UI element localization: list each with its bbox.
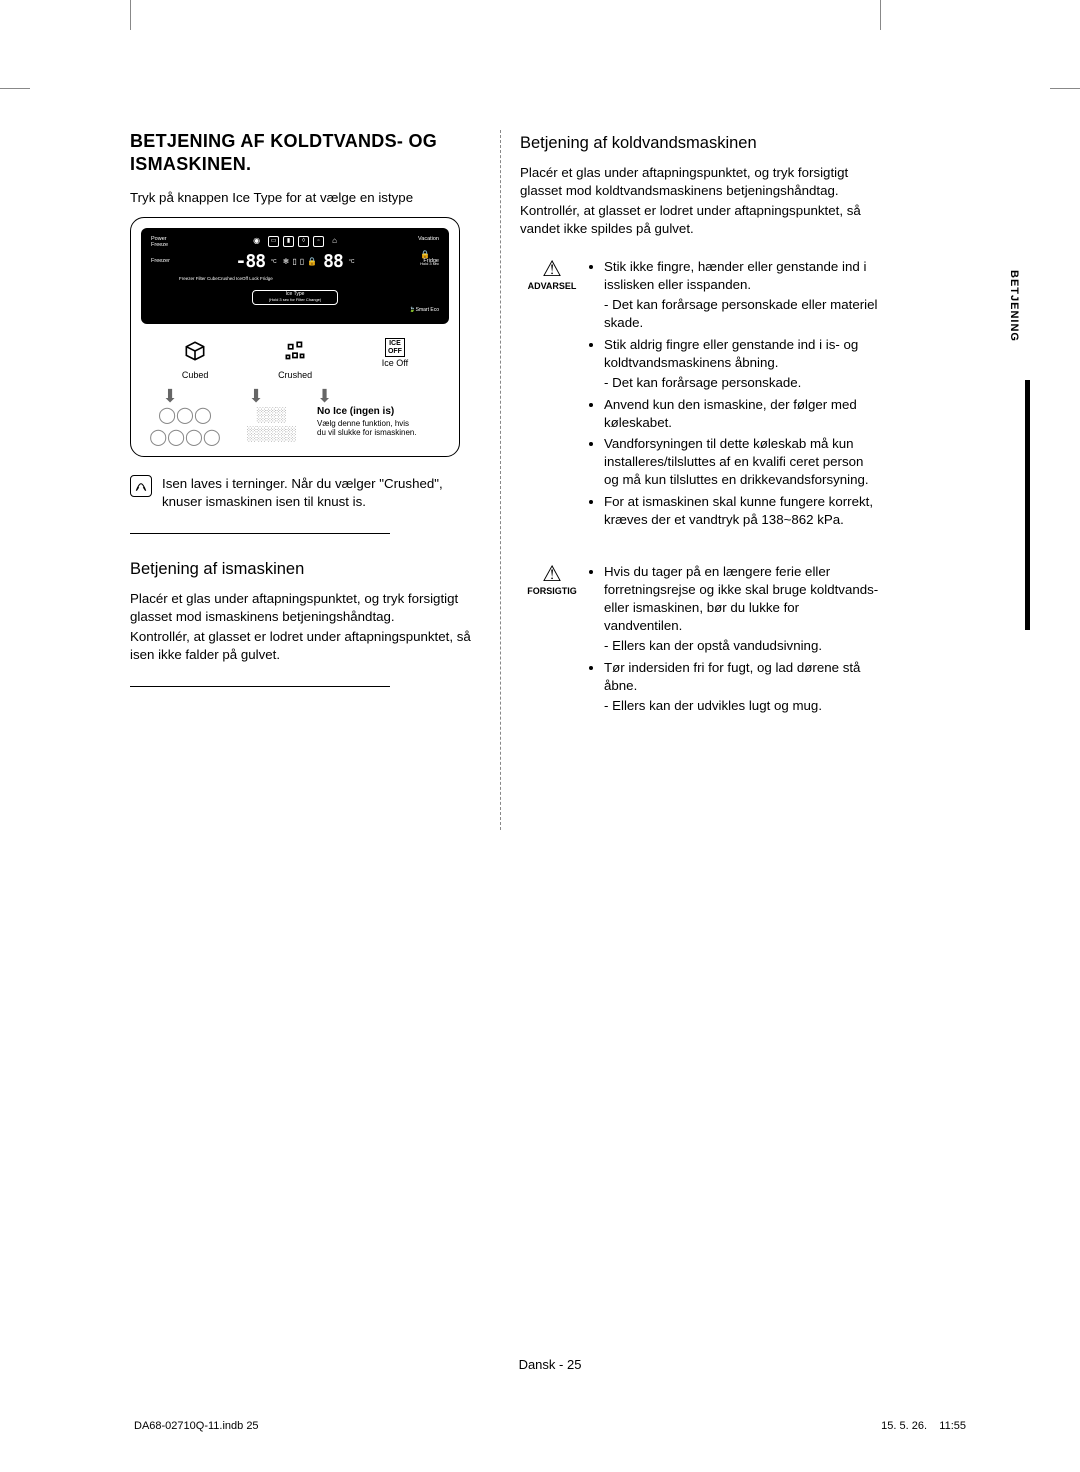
- cubed-icon: [182, 338, 209, 369]
- arrow-down-icon: ⬇: [145, 387, 195, 405]
- no-ice-box: ⬇ No Ice (ingen is) Vælg denne funktion,…: [317, 387, 445, 437]
- caution-icon: ⚠: [520, 563, 584, 585]
- drop-icon: ◊: [298, 236, 309, 247]
- warning-label: ADVARSEL: [520, 280, 584, 292]
- crushed-pile-icon: ░░░░░░░░: [231, 405, 311, 443]
- section-divider: [130, 686, 390, 687]
- water-paragraph-2: Kontrollér, at glasset er lodret under a…: [520, 202, 880, 238]
- arrow-down-icon: ⬇: [231, 387, 281, 405]
- vacation-label: Vacation: [418, 236, 439, 243]
- section-divider: [130, 533, 390, 534]
- freezer-label: Freezer: [151, 258, 170, 265]
- power-freeze-label: Power Freeze: [151, 236, 168, 248]
- page-content: BETJENING AF KOLDTVANDS- OG ISMASKINEN. …: [130, 130, 970, 1352]
- caution-block: ⚠ FORSIGTIG Hvis du tager på en længere …: [520, 563, 880, 719]
- iceoff-option: ICEOFF Ice Off: [382, 338, 408, 381]
- water-paragraph-1: Placér et glas under aftapningspunktet, …: [520, 164, 880, 200]
- display-sublabels: Freezer Filter CubeCrushed IceOff Lock F…: [149, 276, 441, 282]
- filter-icon: ▮: [283, 236, 294, 247]
- intro-text: Tryk på knappen Ice Type for at vælge en…: [130, 189, 480, 207]
- record-icon: ◉: [253, 236, 260, 247]
- display-status-icons: ▭ ▮ ◊ ▫: [268, 236, 324, 247]
- display-screen: Power Freeze ◉ ▭ ▮ ◊ ▫ ⌂ Vacation 🔒Hold …: [141, 228, 449, 324]
- side-tab-bar: [1025, 380, 1030, 630]
- subheading-water: Betjening af koldvandsmaskinen: [520, 132, 880, 154]
- section-heading: BETJENING AF KOLDTVANDS- OG ISMASKINEN.: [130, 130, 480, 175]
- door-open-icon: ▭: [268, 236, 279, 247]
- print-filename: DA68-02710Q-11.indb 25: [134, 1420, 259, 1432]
- cubed-option: Cubed: [182, 338, 209, 381]
- left-column: BETJENING AF KOLDTVANDS- OG ISMASKINEN. …: [130, 130, 480, 719]
- warning-block: ⚠ ADVARSEL Stik ikke fingre, hænder elle…: [520, 258, 880, 533]
- warning-icon: ⚠: [520, 258, 584, 280]
- print-time: 11:55: [939, 1420, 966, 1432]
- lock-status-icon: ▫: [313, 236, 324, 247]
- warning-list: Stik ikke fingre, hænder eller genstande…: [588, 258, 880, 533]
- middle-icons: ❄▯▯🔒: [283, 257, 317, 268]
- side-tab-label: BETJENING: [1008, 270, 1020, 342]
- caution-list: Hvis du tager på en længere ferie eller …: [588, 563, 880, 719]
- crushed-option: Crushed: [278, 338, 312, 381]
- freezer-temp: -88: [236, 250, 266, 274]
- subheading-ice: Betjening af ismaskinen: [130, 558, 480, 580]
- caution-label: FORSIGTIG: [520, 585, 584, 597]
- note-block: Isen laves i terninger. Når du vælger "C…: [130, 475, 480, 511]
- ice-type-button: Ice Type (Hold 3 sec for Filter Change): [252, 290, 338, 305]
- page-footer: Dansk - 25: [130, 1357, 970, 1372]
- ice-paragraph-2: Kontrollér, at glasset er lodret under a…: [130, 628, 480, 664]
- vacation-icon: ⌂: [332, 236, 337, 247]
- note-icon: [130, 475, 152, 497]
- print-marks: DA68-02710Q-11.indb 25 15. 5. 26. 11:55: [130, 1420, 970, 1432]
- right-column: Betjening af koldvandsmaskinen Placér et…: [520, 130, 880, 719]
- control-panel-diagram: Power Freeze ◉ ▭ ▮ ◊ ▫ ⌂ Vacation 🔒Hold …: [130, 217, 460, 457]
- fridge-temp: 88: [323, 250, 343, 274]
- crushed-icon: [278, 338, 312, 369]
- ice-paragraph-1: Placér et glas under aftapningspunktet, …: [130, 590, 480, 626]
- column-divider: [500, 130, 501, 830]
- ice-explain-row: ⬇ ◯◯◯◯◯◯◯ ⬇ ░░░░░░░░ ⬇ No Ice (ingen is)…: [141, 387, 449, 448]
- note-text: Isen laves i terninger. Når du vælger "C…: [162, 475, 480, 511]
- fridge-label: Fridge: [423, 258, 439, 265]
- arrow-down-icon: ⬇: [317, 387, 367, 405]
- iceoff-icon: ICEOFF: [385, 338, 405, 357]
- cubes-pile-icon: ◯◯◯◯◯◯◯: [145, 405, 225, 448]
- smart-eco-label: 🍃Smart Eco: [409, 307, 439, 314]
- print-date: 15. 5. 26.: [881, 1420, 927, 1432]
- ice-options-row: Cubed Crushed ICEOFF Ice Off: [141, 338, 449, 381]
